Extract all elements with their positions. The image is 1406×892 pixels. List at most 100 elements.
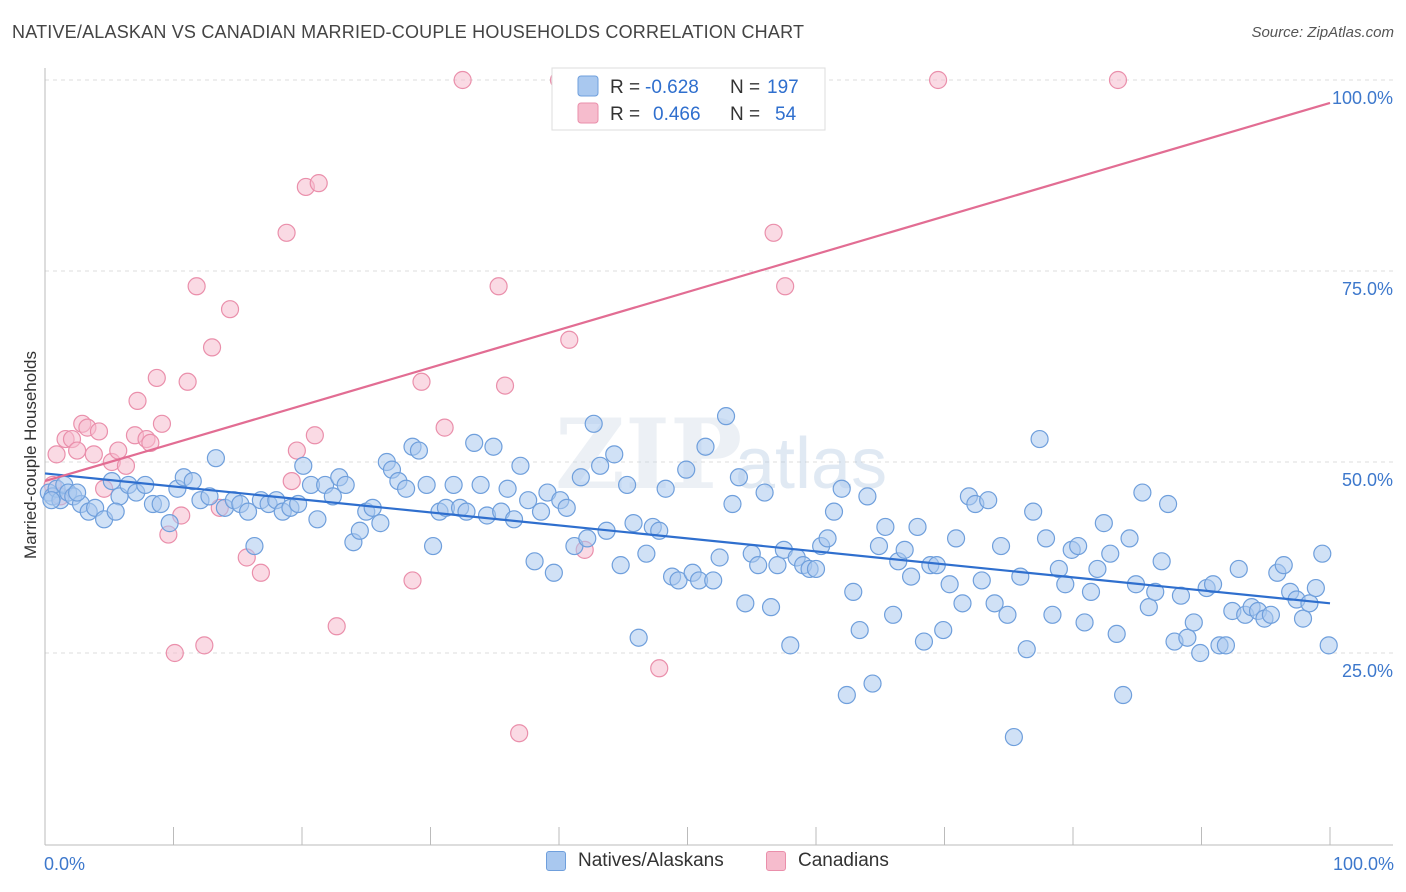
canadian-point (489, 277, 508, 296)
native-point (876, 517, 895, 537)
native-trend-line (44, 472, 1331, 605)
native-point (618, 475, 637, 495)
stats-r-label-canadian: R = (610, 104, 640, 125)
native-point (1293, 609, 1313, 628)
native-point (245, 536, 264, 556)
native-point (677, 460, 696, 479)
canadian-point (220, 300, 240, 319)
native-point (423, 536, 443, 556)
gridlines (45, 79, 1393, 654)
native-point (396, 479, 416, 498)
canadian-point (128, 391, 147, 410)
native-point (1146, 582, 1165, 601)
chart-title: NATIVE/ALASKAN VS CANADIAN MARRIED-COUPL… (12, 22, 805, 42)
native-point (578, 529, 597, 548)
canadian-point (195, 636, 214, 655)
native-point (1094, 514, 1113, 533)
native-point (1191, 643, 1210, 663)
native-point (729, 468, 749, 487)
native-point (465, 433, 484, 452)
stats-swatch-canadian (577, 102, 599, 124)
stats-legend: R = -0.628 N = 197 R = 0.466 N = 54 (551, 67, 826, 131)
axes (44, 68, 1393, 846)
native-point (238, 502, 258, 521)
native-point (704, 571, 723, 590)
canadian-point (277, 223, 296, 242)
native-point (908, 517, 927, 537)
canadian-point (412, 372, 431, 391)
native-point (1178, 628, 1197, 647)
native-point (1107, 624, 1126, 644)
native-point (624, 514, 643, 533)
native-point (42, 491, 61, 510)
native-point (991, 536, 1011, 556)
native-point (308, 510, 327, 529)
native-point (934, 620, 953, 640)
watermark-zip: ZIP (555, 398, 742, 511)
native-point (294, 456, 313, 475)
native-point (584, 414, 603, 433)
native-point (1049, 559, 1068, 579)
legend-item-natives[interactable]: Natives/Alaskans (546, 850, 724, 872)
native-point (106, 502, 125, 521)
native-point (844, 582, 863, 601)
native-point (656, 479, 675, 498)
canadian-point (187, 277, 206, 296)
native-point (571, 468, 590, 487)
legend-label-canadians: Canadians (798, 850, 889, 871)
native-point (151, 494, 170, 514)
native-point (1313, 544, 1332, 563)
canadian-point (287, 441, 306, 460)
native-point (723, 494, 742, 514)
legend-item-canadians[interactable]: Canadians (766, 850, 889, 872)
canadian-point (764, 223, 783, 242)
canadian-trend-line (44, 101, 1331, 483)
native-point (417, 475, 436, 495)
canadian-point (305, 426, 324, 445)
native-point (768, 556, 787, 575)
canadian-point (165, 643, 184, 663)
x-tick-label-max: 100.0% (1333, 854, 1394, 874)
native-point (336, 475, 355, 495)
native-point (484, 437, 503, 456)
canadian-point (251, 563, 270, 582)
native-point (525, 552, 544, 571)
canadian-point (928, 70, 948, 90)
native-point (696, 437, 715, 456)
native-point (1088, 559, 1107, 579)
native-point (629, 628, 648, 647)
native-point (914, 632, 934, 651)
native-point (1017, 640, 1036, 659)
native-point (1203, 575, 1223, 594)
native-point (1229, 559, 1248, 579)
stats-r-value-canadian: 0.466 (653, 104, 701, 125)
y-tick-label-50: 50.0% (1342, 470, 1393, 490)
stats-n-label-native: N = (730, 77, 760, 98)
native-point (1184, 613, 1203, 632)
canadian-point (776, 277, 795, 296)
native-point (1081, 582, 1101, 601)
native-point (901, 567, 921, 586)
canadian-point (1108, 70, 1128, 90)
stats-r-label-native: R = (610, 77, 640, 98)
native-point (1069, 536, 1088, 556)
y-axis-label: Married-couple Households (21, 351, 40, 559)
native-point (806, 559, 826, 579)
y-tick-labels: 25.0% 50.0% 75.0% 100.0% (1332, 88, 1393, 681)
stats-n-value-canadian: 54 (775, 104, 797, 125)
canadian-point (510, 724, 529, 743)
canadian-point (650, 659, 669, 678)
native-point (350, 521, 369, 540)
native-point (1024, 502, 1043, 521)
native-series (39, 407, 1338, 747)
native-point (323, 487, 342, 506)
stats-n-label-canadian: N = (730, 104, 760, 125)
native-point (591, 456, 610, 475)
native-point (371, 514, 390, 533)
stats-swatch-native (577, 75, 599, 97)
canadian-point (84, 445, 103, 464)
canadian-point (309, 174, 328, 193)
native-point (755, 483, 774, 502)
native-point (511, 456, 530, 475)
native-point (940, 575, 959, 594)
